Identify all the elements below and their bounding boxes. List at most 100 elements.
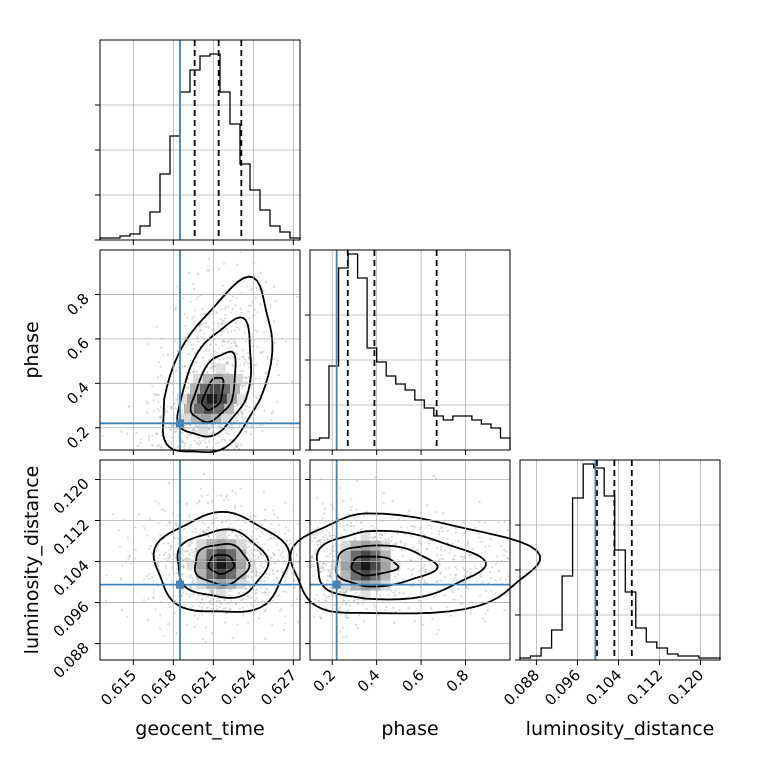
scatter-point: [329, 575, 332, 578]
scatter-point: [313, 528, 316, 531]
scatter-point: [145, 575, 148, 578]
scatter-point: [220, 307, 223, 310]
scatter-point: [191, 348, 194, 351]
scatter-point: [165, 567, 168, 570]
scatter-point: [282, 590, 285, 593]
scatter-point: [260, 523, 263, 526]
scatter-point: [213, 350, 216, 353]
scatter-point: [241, 412, 244, 415]
scatter-point: [258, 550, 261, 553]
scatter-point: [185, 371, 188, 374]
scatter-point: [205, 348, 208, 351]
scatter-point: [221, 319, 224, 322]
scatter-point: [430, 527, 433, 530]
scatter-point: [210, 589, 214, 593]
scatter-point: [296, 523, 299, 526]
scatter-point: [473, 565, 476, 568]
scatter-point: [174, 339, 177, 342]
scatter-point: [412, 568, 415, 571]
scatter-point: [439, 572, 442, 576]
scatter-point: [435, 581, 438, 584]
scatter-point: [157, 561, 160, 565]
scatter-point: [390, 517, 394, 520]
scatter-point: [329, 586, 332, 589]
scatter-point: [245, 405, 248, 408]
density-cell: [340, 540, 351, 551]
scatter-point: [127, 558, 130, 561]
scatter-point: [223, 317, 226, 320]
scatter-point: [259, 351, 263, 354]
scatter-point: [191, 429, 194, 433]
scatter-point: [185, 423, 188, 426]
scatter-point: [213, 365, 216, 368]
scatter-point: [296, 597, 299, 601]
scatter-point: [441, 558, 445, 561]
histogram-luminosity_distance: [519, 463, 721, 660]
scatter-point: [228, 602, 231, 605]
scatter-point: [424, 568, 427, 571]
scatter-point: [234, 534, 237, 537]
scatter-point: [241, 384, 244, 387]
scatter-point: [177, 514, 180, 517]
x-tick-label: 0.096: [541, 666, 584, 709]
scatter-point: [161, 508, 164, 511]
scatter-point: [194, 527, 198, 531]
scatter-point: [180, 556, 183, 559]
scatter-point: [192, 428, 195, 431]
scatter-point: [431, 617, 434, 621]
scatter-point: [253, 514, 256, 517]
scatter-point: [277, 523, 281, 526]
scatter-point: [218, 424, 221, 428]
scatter-point: [495, 563, 498, 566]
scatter-point: [357, 514, 360, 517]
scatter-point: [430, 608, 433, 611]
scatter-point: [480, 575, 483, 578]
scatter-point: [205, 528, 208, 532]
scatter-point: [242, 280, 245, 283]
y-tick-label: 0.096: [50, 598, 93, 641]
scatter-point: [181, 431, 184, 435]
scatter-point: [402, 578, 405, 581]
scatter-point: [235, 345, 238, 348]
scatter-point: [333, 603, 336, 606]
scatter-point: [202, 531, 205, 534]
scatter-point: [394, 590, 397, 593]
scatter-point: [188, 272, 191, 275]
scatter-point: [167, 573, 171, 576]
scatter-point: [245, 430, 248, 433]
scatter-point: [475, 567, 478, 571]
scatter-point: [432, 596, 435, 599]
scatter-point: [200, 329, 203, 332]
scatter-point: [418, 526, 421, 530]
density-cell: [340, 570, 351, 581]
scatter-point: [120, 430, 123, 433]
scatter-point: [349, 604, 352, 608]
scatter-point: [176, 537, 179, 540]
scatter-point: [213, 368, 216, 371]
scatter-point: [451, 542, 454, 546]
scatter-point: [190, 568, 193, 571]
x-tick-label: 0.6: [398, 666, 428, 696]
scatter-point: [261, 600, 264, 603]
scatter-point: [263, 610, 266, 613]
scatter-point: [387, 537, 390, 541]
density-cell: [216, 549, 227, 560]
scatter-point: [139, 442, 142, 445]
density-cell: [207, 393, 217, 404]
scatter-point: [394, 543, 397, 546]
scatter-point: [284, 501, 287, 504]
scatter-point: [194, 441, 198, 444]
scatter-point: [188, 542, 191, 545]
scatter-point: [254, 402, 257, 405]
scatter-point: [484, 545, 487, 549]
scatter-point: [267, 591, 270, 594]
density-cell: [221, 413, 231, 424]
scatter-point: [221, 340, 224, 343]
scatter-point: [170, 405, 173, 408]
scatter-point: [270, 412, 273, 415]
scatter-point: [317, 526, 320, 529]
scatter-point: [276, 569, 280, 573]
scatter-point: [158, 409, 161, 412]
scatter-point: [234, 344, 237, 347]
